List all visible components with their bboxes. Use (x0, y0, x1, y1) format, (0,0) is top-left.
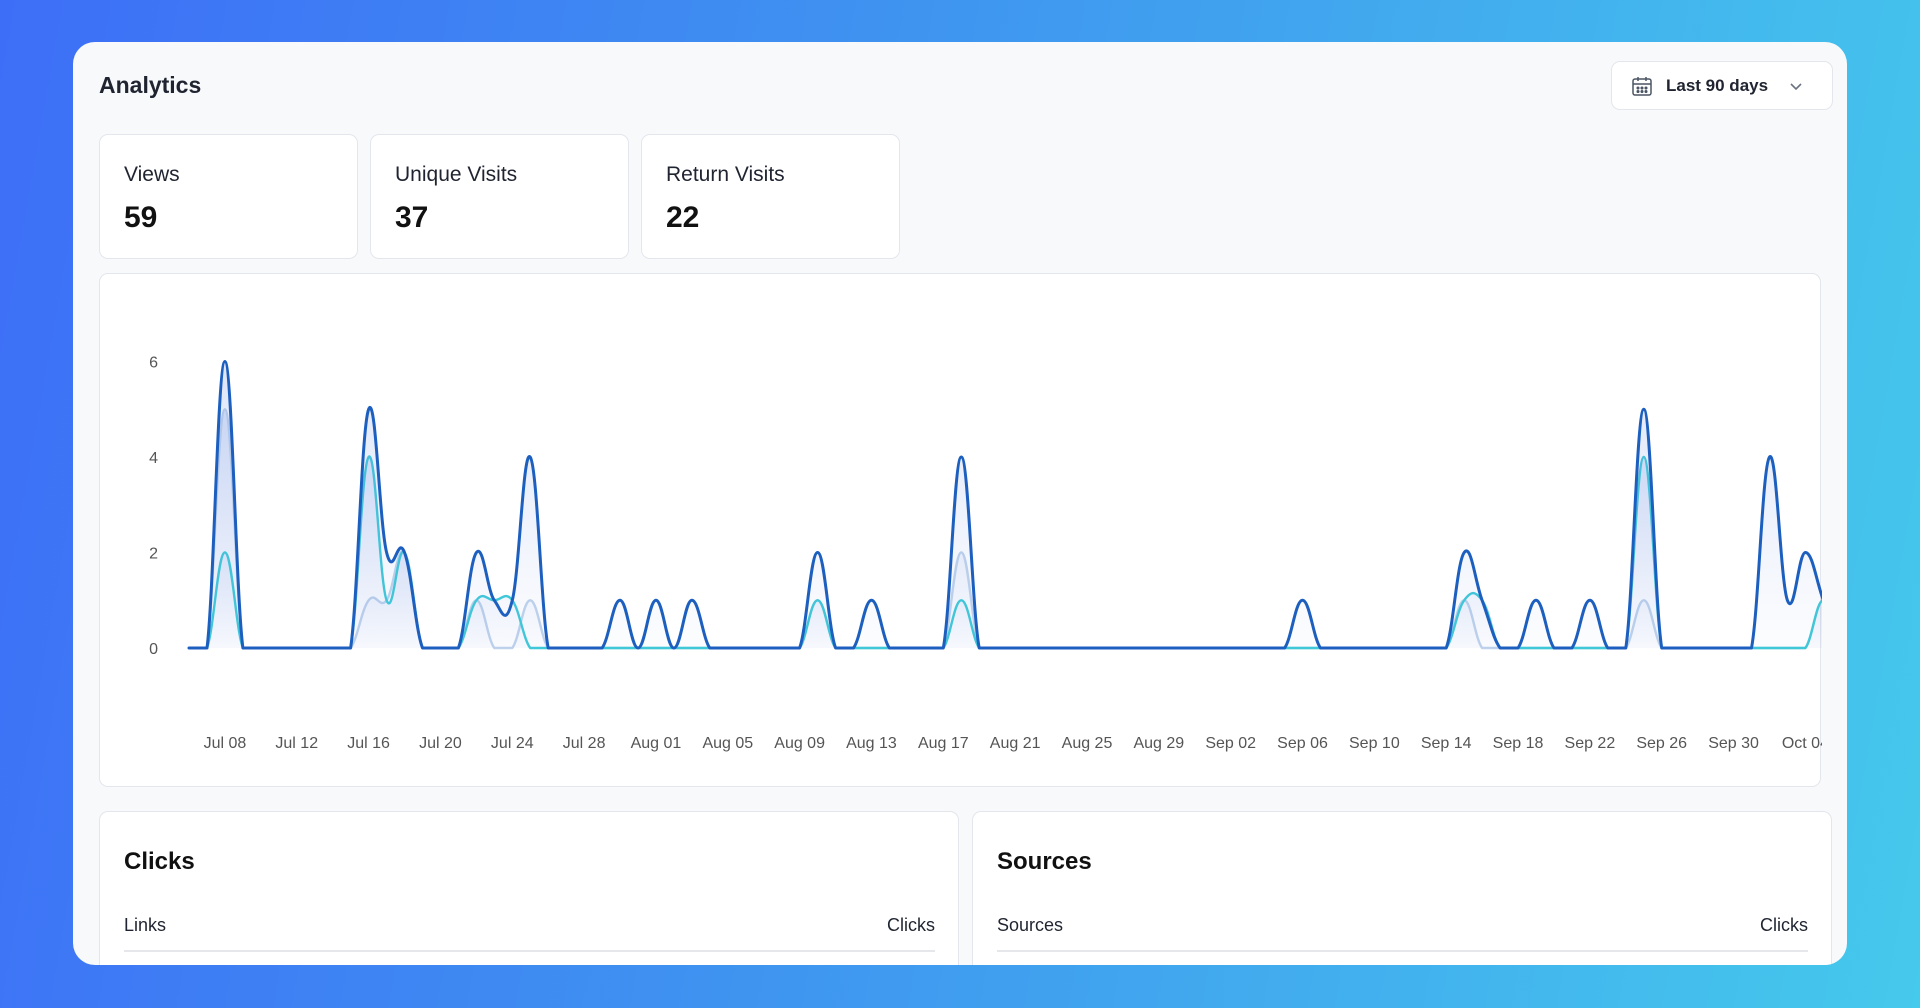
stat-value: 37 (395, 201, 429, 234)
stat-value: 59 (124, 201, 158, 234)
y-tick-label: 6 (149, 355, 158, 372)
stat-card-unique-visits: Unique Visits 37 (370, 134, 629, 259)
series-line-1 (187, 455, 1822, 650)
x-tick-label: Aug 21 (990, 735, 1041, 752)
stat-label: Unique Visits (395, 163, 518, 186)
sources-column-header: Sources (997, 915, 1064, 935)
x-tick-label: Sep 26 (1636, 735, 1687, 752)
x-tick-label: Jul 16 (347, 735, 390, 752)
series-line-2 (187, 408, 1822, 650)
clicks-card: Clicks Links Clicks (99, 811, 959, 965)
x-tick-label: Aug 13 (846, 735, 897, 752)
x-tick-label: Sep 02 (1205, 735, 1256, 752)
x-tick-label: Jul 12 (275, 735, 318, 752)
series-area-0 (189, 361, 1822, 648)
visits-chart: 0 2 4 6 8 Jul 08 Jul 12 Jul 16 Jul 20 Jul 24 Jul 2… (99, 273, 1822, 787)
sources-card: Sources Sources Clicks (972, 811, 1832, 965)
page-title: Analytics (99, 72, 202, 98)
series-area-1 (189, 456, 1822, 648)
series-area-2 (189, 409, 1822, 648)
x-tick-label: Sep 06 (1277, 735, 1328, 752)
x-tick-label: Aug 25 (1062, 735, 1113, 752)
x-tick-label: Jul 24 (491, 735, 534, 752)
x-tick-label: Aug 09 (774, 735, 825, 752)
x-tick-label: Jul 20 (419, 735, 462, 752)
x-tick-label: Oct 04 (1782, 735, 1822, 752)
clicks-column-header: Clicks (887, 915, 935, 935)
stat-card-return-visits: Return Visits 22 (641, 134, 900, 259)
x-tick-label: Sep 18 (1493, 735, 1544, 752)
x-tick-label: Jul 28 (563, 735, 606, 752)
x-tick-label: Jul 08 (204, 735, 247, 752)
x-tick-label: Sep 14 (1421, 735, 1472, 752)
date-range-label: Last 90 days (1666, 75, 1769, 95)
divider (997, 950, 1808, 952)
series-line-0 (187, 360, 1822, 650)
calendar-icon (1631, 75, 1653, 97)
stat-value: 22 (666, 201, 700, 234)
x-tick-label: Sep 30 (1708, 735, 1759, 752)
clicks-column-header: Clicks (1760, 915, 1808, 935)
x-tick-label: Aug 17 (918, 735, 969, 752)
sources-title: Sources (997, 848, 1092, 875)
x-tick-label: Sep 22 (1565, 735, 1616, 752)
visits-chart-svg: 0 2 4 6 8 Jul 08 Jul 12 Jul 16 Jul 20 Jul 24 Jul 2… (149, 274, 1822, 752)
stat-label: Return Visits (666, 163, 785, 186)
links-column-header: Links (124, 915, 167, 935)
stat-card-views: Views 59 (99, 134, 358, 259)
y-tick-label: 2 (149, 546, 158, 563)
date-range-dropdown[interactable]: Last 90 days (1611, 61, 1833, 110)
stat-label: Views (124, 163, 180, 186)
x-tick-label: Aug 01 (631, 735, 682, 752)
divider (124, 950, 935, 952)
analytics-panel: Analytics Last 90 days Views 5 (73, 42, 1847, 965)
y-tick-label: 4 (149, 450, 158, 467)
clicks-title: Clicks (124, 848, 195, 875)
y-tick-label: 8 (149, 274, 158, 276)
x-tick-label: Aug 29 (1133, 735, 1184, 752)
x-tick-label: Sep 10 (1349, 735, 1400, 752)
chevron-down-icon (1788, 78, 1804, 94)
y-tick-label: 0 (149, 641, 158, 658)
x-tick-label: Aug 05 (702, 735, 753, 752)
